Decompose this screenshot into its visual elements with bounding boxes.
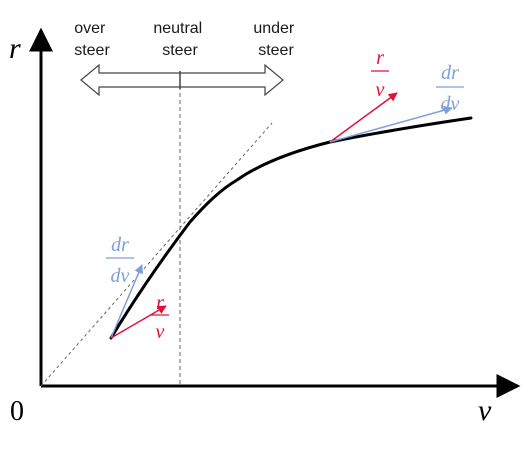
- svg-text:dr: dr: [111, 234, 129, 256]
- lower-r-v-vector: [110, 305, 167, 339]
- over-steer-label: over steer: [74, 20, 110, 59]
- svg-text:dr: dr: [441, 62, 459, 84]
- origin-label: 0: [10, 396, 24, 427]
- lower-r-v-fraction: r v: [151, 292, 169, 343]
- svg-text:dv: dv: [111, 265, 130, 287]
- neutral-steer-diagonal-line: [40, 122, 273, 387]
- svg-text:r: r: [376, 47, 384, 69]
- svg-text:v: v: [376, 79, 385, 101]
- svg-text:r: r: [156, 292, 164, 314]
- y-axis-label: r: [9, 32, 21, 65]
- svg-text:dv: dv: [441, 93, 460, 115]
- lower-dr-dv-fraction: dr dv: [106, 234, 134, 287]
- upper-r-v-fraction: r v: [371, 47, 389, 101]
- steer-direction-double-arrow: [80, 63, 284, 97]
- upper-r-v-vector: [329, 92, 398, 143]
- svg-text:v: v: [156, 321, 165, 343]
- upper-dr-dv-fraction: dr dv: [436, 62, 464, 115]
- upper-dr-dv-vector: [329, 105, 453, 143]
- yaw-rate-curve: [109, 116, 473, 340]
- x-axis-label: v: [478, 394, 492, 427]
- neutral-steer-label: neutral steer: [153, 20, 206, 59]
- under-steer-label: under steer: [253, 20, 298, 59]
- lower-dr-dv-vector: [110, 264, 143, 339]
